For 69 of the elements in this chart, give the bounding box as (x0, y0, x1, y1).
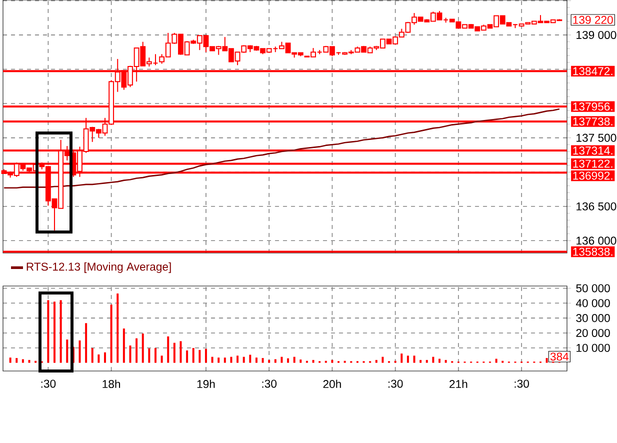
bar (300, 360, 302, 363)
bar (211, 356, 214, 363)
y-tick-label: 139 000 (576, 30, 616, 39)
text: 139 220 (573, 16, 613, 24)
bar (413, 356, 416, 363)
bar (218, 358, 220, 363)
x-tick-label: 19h (197, 380, 215, 388)
text: RTS-12.13 [Moving Average] (26, 262, 171, 273)
bar (249, 354, 252, 363)
bar (280, 356, 283, 363)
bar (230, 356, 232, 363)
ref-line-label: 137738. (573, 117, 612, 126)
bar (186, 350, 188, 363)
x-tick-label: :30 (388, 380, 403, 388)
bar (204, 348, 207, 363)
bar (287, 358, 290, 363)
bar (432, 356, 434, 363)
ref-line-label: 135838. (573, 248, 612, 256)
bar (54, 302, 56, 363)
bar (122, 328, 125, 363)
bar (268, 360, 270, 363)
y-tick-label: 40 000 (576, 299, 610, 308)
x-tick-label: :30 (41, 380, 56, 388)
bar (382, 356, 384, 363)
bar (78, 340, 81, 363)
bar (104, 352, 106, 363)
ref-line-label: 137956. (573, 102, 612, 111)
ref-line-label: 138472. (573, 67, 612, 76)
x-tick-label: 21h (450, 380, 468, 388)
bar (9, 358, 12, 363)
y-tick-label: 136 500 (576, 202, 616, 210)
y-tick-label: 50 000 (576, 284, 610, 292)
bar (224, 358, 226, 363)
bar (160, 356, 163, 363)
bar (331, 360, 334, 363)
bar (192, 348, 194, 363)
bar (406, 356, 409, 363)
bar (255, 358, 258, 363)
bar (546, 358, 548, 363)
bar (293, 356, 296, 363)
data-label: 384 (550, 352, 569, 361)
bar (242, 356, 245, 363)
bar (148, 348, 150, 363)
bar (116, 293, 119, 363)
bar (312, 360, 314, 363)
x-tick-label: :30 (514, 380, 529, 388)
ref-line-label: 137122. (573, 160, 612, 168)
bar (236, 356, 239, 363)
x-tick-label: :30 (262, 380, 277, 388)
bar (142, 334, 144, 363)
x-tick-label: 18h (102, 380, 120, 388)
bar (167, 336, 170, 363)
y-tick-label: 137 500 (576, 134, 616, 142)
bar (28, 360, 30, 363)
x-tick-label: 20h (323, 380, 341, 388)
ref-line-label: 137314. (573, 146, 612, 155)
y-tick-label: 10 000 (576, 344, 610, 352)
bar (16, 358, 18, 363)
bar (262, 358, 264, 363)
bar (198, 350, 201, 363)
bar (274, 359, 276, 363)
bar (98, 354, 100, 363)
bar (426, 360, 428, 363)
bar (495, 358, 498, 363)
y-tick-label: 136 000 (576, 236, 616, 245)
ref-line-label: 136992. (573, 172, 612, 180)
y-tick-label: 20 000 (576, 328, 610, 337)
bar (60, 300, 62, 363)
y-tick-label: 30 000 (576, 314, 610, 322)
